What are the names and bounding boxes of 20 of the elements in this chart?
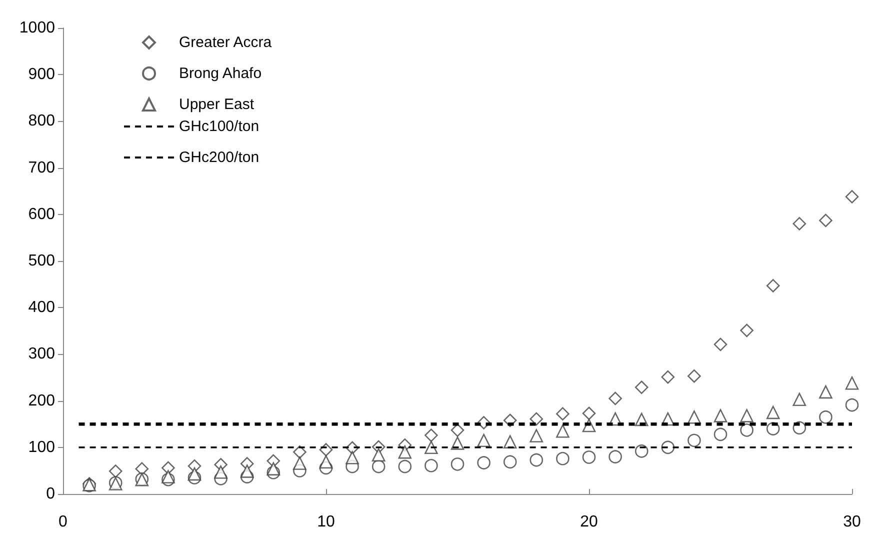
- x-tick-label: 0: [58, 514, 68, 530]
- x-tick-label: 10: [317, 514, 335, 530]
- x-tick-label: 30: [843, 514, 861, 530]
- y-tick-label: 100: [28, 438, 56, 456]
- x-tick-label: 20: [580, 514, 598, 530]
- y-tick-label: 200: [28, 392, 56, 410]
- y-tick-label: 1000: [19, 20, 56, 36]
- y-tick-label: 500: [28, 252, 56, 270]
- legend-label: Upper East: [179, 96, 255, 113]
- legend-label: GHc200/ton: [179, 149, 260, 166]
- y-tick-label: 300: [28, 346, 56, 363]
- y-tick-label: 600: [28, 206, 56, 223]
- legend-label: Brong Ahafo: [179, 65, 262, 82]
- legend-label: Greater Accra: [179, 34, 272, 51]
- y-tick-label: 400: [28, 299, 56, 316]
- y-tick-label: 700: [28, 159, 56, 176]
- legend-label: GHc100/ton: [179, 118, 260, 135]
- y-tick-label: 800: [28, 112, 56, 130]
- y-tick-label: 900: [28, 66, 56, 84]
- y-tick-label: 0: [46, 486, 56, 502]
